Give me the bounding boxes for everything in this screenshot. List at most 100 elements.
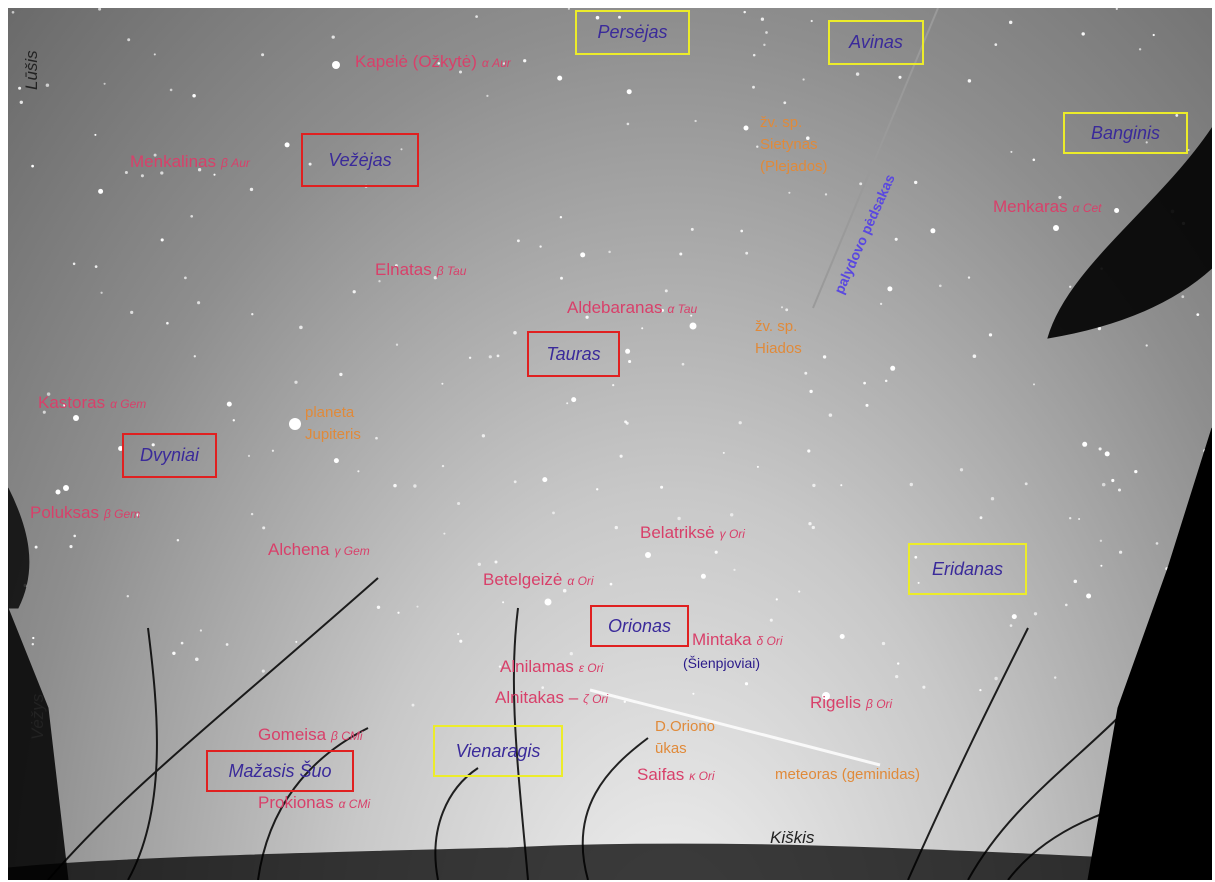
star-dot bbox=[542, 477, 547, 482]
star-label: Betelgeizėα Ori bbox=[483, 570, 594, 590]
star-name: Menkalinas bbox=[130, 152, 216, 171]
star-dot bbox=[523, 59, 526, 62]
star-dot bbox=[285, 142, 290, 147]
star-dot bbox=[1012, 614, 1017, 619]
star-dot bbox=[615, 526, 618, 529]
star-name: Prokionas bbox=[258, 793, 334, 812]
star-dot bbox=[181, 642, 184, 645]
star-dot bbox=[412, 704, 415, 707]
star-dot bbox=[194, 355, 196, 357]
star-dot bbox=[677, 517, 680, 520]
star-dot bbox=[660, 486, 663, 489]
star-dot bbox=[272, 450, 274, 452]
star-name: Belatriksė bbox=[640, 523, 715, 542]
star-dot bbox=[682, 363, 685, 366]
star-dot bbox=[809, 390, 812, 393]
star-label: Gomeisaβ CMi bbox=[258, 725, 363, 745]
star-dot bbox=[756, 146, 758, 148]
object-label-line: Sietynas bbox=[760, 134, 828, 156]
constellation-label: Avinas bbox=[828, 20, 924, 65]
star-dot bbox=[262, 670, 265, 673]
star-dot bbox=[98, 189, 103, 194]
star-dot bbox=[250, 188, 253, 191]
star-dot bbox=[739, 421, 742, 424]
star-designation: κ Ori bbox=[689, 769, 714, 783]
star-designation: α CMi bbox=[339, 797, 371, 811]
star-designation: γ Ori bbox=[720, 527, 745, 541]
star-dot bbox=[482, 434, 485, 437]
star-dot bbox=[442, 465, 444, 467]
star-dot bbox=[1099, 447, 1102, 450]
star-designation: β Ori bbox=[866, 697, 892, 711]
object-label-line: D.Oriono bbox=[655, 716, 715, 738]
star-dot bbox=[94, 134, 96, 136]
star-dot bbox=[1100, 540, 1102, 542]
star-dot bbox=[262, 526, 265, 529]
star-dot bbox=[377, 606, 380, 609]
star-dot bbox=[469, 357, 471, 359]
star-label: Belatriksė γ Ori bbox=[640, 523, 745, 543]
star-dot bbox=[1146, 344, 1148, 346]
star-dot bbox=[1139, 48, 1141, 50]
star-dot bbox=[31, 165, 34, 168]
star-dot bbox=[859, 182, 862, 185]
star-dot bbox=[968, 276, 970, 278]
star-dot bbox=[566, 402, 568, 404]
star-dot bbox=[980, 516, 983, 519]
star-dot bbox=[571, 397, 576, 402]
star-designation: β Gem bbox=[104, 507, 140, 521]
star-dot bbox=[910, 483, 913, 486]
star-dot bbox=[580, 252, 585, 257]
star-dot bbox=[863, 382, 866, 385]
star-dot bbox=[890, 366, 895, 371]
star-dot bbox=[812, 484, 815, 487]
star-dot bbox=[251, 513, 253, 515]
star-dot bbox=[378, 280, 380, 282]
star-name: Poluksas bbox=[30, 503, 99, 522]
star-dot bbox=[1134, 470, 1137, 473]
bright-star bbox=[63, 485, 69, 491]
star-dot bbox=[197, 301, 200, 304]
star-dot bbox=[98, 8, 101, 11]
star-dot bbox=[517, 239, 520, 242]
star-dot bbox=[56, 490, 61, 495]
star-dot bbox=[184, 277, 187, 280]
border-constellation-label: Lūšis bbox=[22, 50, 42, 90]
star-dot bbox=[973, 354, 977, 358]
star-name: Kastoras bbox=[38, 393, 105, 412]
star-dot bbox=[568, 8, 570, 10]
star-dot bbox=[1033, 383, 1035, 385]
star-dot bbox=[701, 574, 706, 579]
object-label-line: planeta bbox=[305, 402, 361, 424]
star-dot bbox=[665, 289, 668, 292]
star-dot bbox=[1181, 295, 1184, 298]
star-dot bbox=[1054, 676, 1056, 678]
star-dot bbox=[1074, 580, 1078, 584]
constellation-label: Orionas bbox=[590, 605, 689, 647]
star-name: Kapelė (Ožkytė) bbox=[355, 52, 477, 71]
bright-star bbox=[645, 552, 651, 558]
star-designation: γ Gem bbox=[334, 544, 369, 558]
star-dot bbox=[939, 284, 942, 287]
star-dot bbox=[641, 327, 643, 329]
star-label: Kapelė (Ožkytė)α Aur bbox=[355, 52, 511, 72]
star-dot bbox=[804, 372, 807, 375]
star-dot bbox=[1116, 8, 1118, 10]
star-dot bbox=[489, 355, 492, 358]
star-designation: ε Ori bbox=[579, 661, 604, 675]
star-dot bbox=[570, 652, 573, 655]
star-dot bbox=[781, 306, 783, 308]
star-designation: δ Ori bbox=[757, 634, 783, 648]
star-dot bbox=[627, 123, 630, 126]
constellation-label: Tauras bbox=[527, 331, 620, 377]
star-dot bbox=[825, 193, 827, 195]
star-dot bbox=[170, 89, 173, 92]
star-dot bbox=[161, 238, 164, 241]
star-dot bbox=[332, 35, 335, 38]
star-dot bbox=[979, 689, 981, 691]
star-dot bbox=[261, 53, 264, 56]
object-label-line: Jupiteris bbox=[305, 424, 361, 446]
